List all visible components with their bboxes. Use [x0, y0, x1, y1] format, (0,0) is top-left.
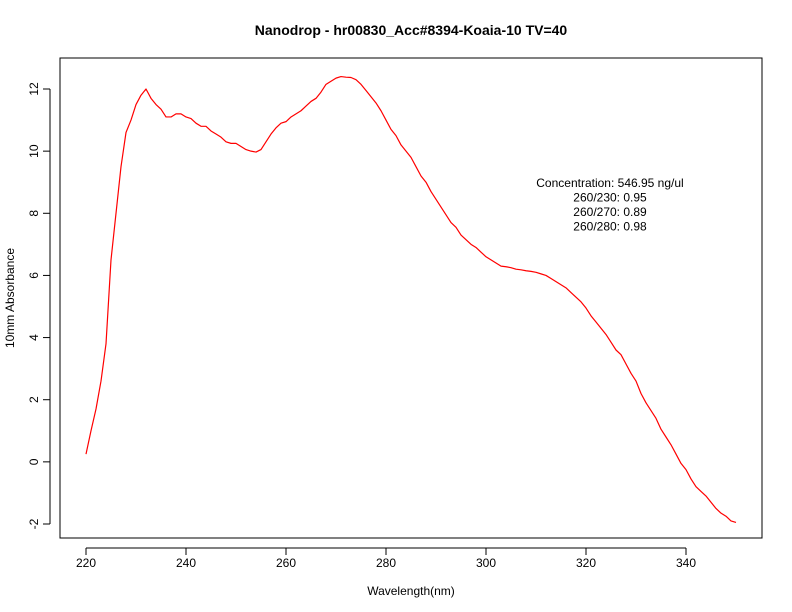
x-tick-label: 320 — [576, 556, 596, 570]
y-tick-label: 0 — [27, 458, 41, 465]
y-tick-label: 2 — [27, 396, 41, 403]
y-tick-label: 10 — [27, 144, 41, 158]
annotation-concentration: Concentration: 546.95 ng/ul — [536, 176, 683, 190]
x-axis-label: Wavelength(nm) — [367, 584, 455, 598]
chart-title: Nanodrop - hr00830_Acc#8394-Koaia-10 TV=… — [255, 22, 568, 38]
x-axis: 220 240 260 280 300 320 340 — [76, 547, 696, 570]
x-tick-label: 240 — [176, 556, 196, 570]
x-tick-label: 300 — [476, 556, 496, 570]
y-tick-label: 8 — [27, 210, 41, 217]
y-tick-label: 4 — [27, 334, 41, 341]
x-tick-label: 260 — [276, 556, 296, 570]
y-tick-label: 12 — [27, 82, 41, 96]
y-tick-label: -2 — [27, 518, 41, 529]
y-axis-label: 10mm Absorbance — [3, 248, 17, 348]
absorbance-series-line — [85, 75, 737, 524]
series-group — [85, 75, 737, 524]
x-tick-label: 340 — [676, 556, 696, 570]
plot-frame — [59, 57, 763, 539]
y-axis: -2 0 2 4 6 8 10 12 — [27, 82, 51, 529]
x-tick-label: 220 — [76, 556, 96, 570]
annotation-group: Concentration: 546.95 ng/ul 260/230: 0.9… — [536, 176, 683, 234]
annotation-ratio-260-270: 260/270: 0.89 — [573, 205, 647, 219]
y-tick-label: 6 — [27, 272, 41, 279]
annotation-ratio-260-230: 260/230: 0.95 — [573, 191, 647, 205]
x-tick-label: 280 — [376, 556, 396, 570]
annotation-ratio-260-280: 260/280: 0.98 — [573, 220, 647, 234]
